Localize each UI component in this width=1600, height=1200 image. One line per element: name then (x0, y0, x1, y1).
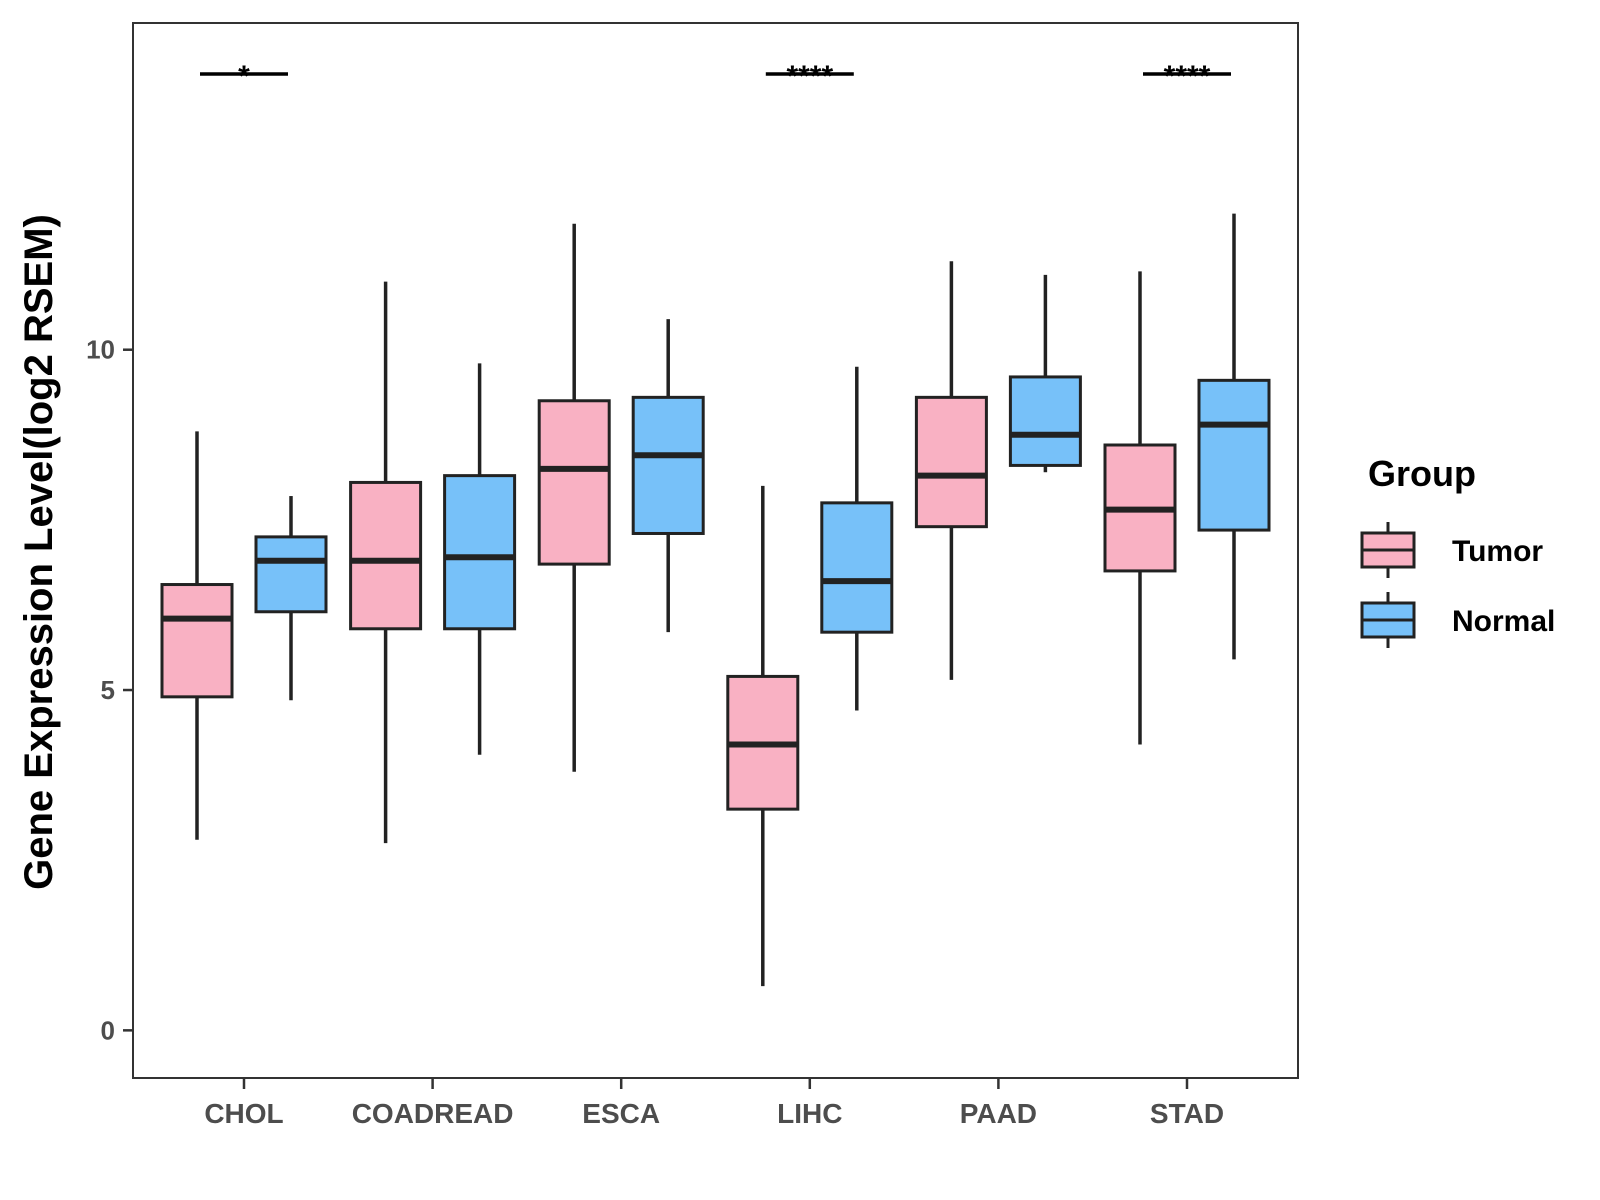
x-tick-label-coadread: COADREAD (352, 1098, 514, 1129)
y-tick-label: 5 (101, 675, 115, 705)
plot-area: * **** **** (160, 60, 1271, 987)
box-tumor-chol (160, 431, 234, 840)
box-tumor-coadread (349, 281, 423, 844)
box-iqr (631, 395, 705, 535)
box-normal-lihc (820, 366, 894, 711)
box-normal-paad (1008, 274, 1082, 473)
axes: 0 5 10 CHOL COADREAD ESCA LIHC PAAD STAD (86, 22, 1299, 1129)
box-normal-esca (631, 319, 705, 633)
legend-title: Group (1368, 453, 1476, 494)
box-iqr (537, 399, 611, 566)
box-iqr (820, 501, 894, 634)
box-normal-coadread (443, 363, 517, 755)
x-tick-label-lihc: LIHC (777, 1098, 842, 1129)
box-iqr (443, 474, 517, 631)
x-tick-label-stad: STAD (1150, 1098, 1224, 1129)
y-tick-label: 0 (101, 1015, 115, 1045)
significance-label-stad: **** (1164, 60, 1211, 93)
x-tick-label-chol: CHOL (204, 1098, 283, 1129)
box-normal-chol (254, 496, 328, 701)
y-tick-label: 10 (86, 335, 115, 365)
box-tumor-esca (537, 223, 611, 772)
x-tick-label-esca: ESCA (582, 1098, 660, 1129)
panel-border (132, 22, 1299, 1079)
x-tick-label-paad: PAAD (960, 1098, 1037, 1129)
box-normal-stad (1197, 213, 1271, 660)
legend: Group Tumor Normal (1360, 453, 1555, 648)
box-iqr (349, 480, 423, 631)
legend-label-normal: Normal (1452, 605, 1555, 638)
y-axis-title: Gene Expression Level(log2 RSEM) (17, 214, 61, 890)
box-tumor-paad (914, 261, 988, 680)
box-tumor-lihc (726, 485, 800, 987)
box-iqr (1197, 378, 1271, 532)
box-iqr (160, 583, 234, 699)
legend-label-tumor: Tumor (1452, 535, 1543, 568)
legend-item-normal: Normal (1360, 592, 1555, 648)
box-iqr (914, 395, 988, 529)
significance-label-lihc: **** (786, 60, 833, 93)
significance-label-chol: * (238, 60, 250, 93)
box-tumor-stad (1103, 271, 1177, 745)
legend-item-tumor: Tumor (1360, 522, 1543, 578)
box-iqr (1008, 375, 1082, 467)
box-iqr (254, 535, 328, 614)
